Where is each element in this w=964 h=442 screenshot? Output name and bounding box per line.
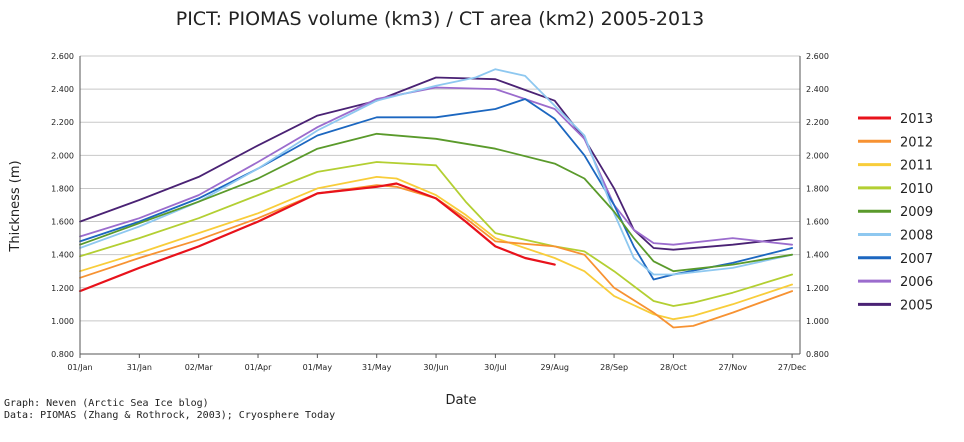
credit-line-graph: Graph: Neven (Arctic Sea Ice blog): [4, 398, 209, 409]
y-tick-label-right: 1.600: [806, 218, 829, 227]
y-tick-label-right: 1.400: [806, 251, 829, 260]
y-axis-title: Thickness (m): [8, 160, 23, 252]
x-tick-label: 31/Jan: [127, 363, 152, 372]
legend-label-2008: 2008: [900, 229, 933, 244]
axes: 0.800 0.800 1.000 1.000 1.200 1.200 1.400 1.400…: [51, 52, 829, 372]
x-tick-label: 01/Apr: [245, 363, 272, 372]
y-tick-label-left: 2.000: [51, 151, 74, 160]
series-line-2011: [79, 175, 793, 321]
legend-label-2006: 2006: [900, 275, 933, 290]
y-tick-label-left: 2.200: [51, 118, 74, 127]
x-axis-title: Date: [445, 393, 476, 408]
legend-label-2010: 2010: [900, 182, 933, 197]
y-tick-label-right: 2.600: [806, 52, 829, 61]
y-tick-label-right: 1.200: [806, 284, 829, 293]
series-line-2009: [79, 132, 793, 273]
x-tick-label: 27/Dec: [778, 363, 806, 372]
x-tick-label: 30/Jun: [423, 363, 448, 372]
y-tick-label-right: 2.200: [806, 118, 829, 127]
x-tick-label: 01/Jan: [67, 363, 92, 372]
y-tick-label-right: 2.400: [806, 85, 829, 94]
series-line-2013: [78, 182, 556, 293]
y-tick-label-left: 2.600: [51, 52, 74, 61]
series-line-2005: [79, 76, 793, 251]
y-tick-label-left: 1.200: [51, 284, 74, 293]
series-line-2012: [79, 184, 793, 329]
x-tick-label: 29/Aug: [540, 363, 569, 372]
y-tick-label-right: 0.800: [806, 350, 829, 359]
series-line-2010: [79, 161, 793, 307]
x-tick-label: 31/May: [362, 363, 392, 372]
series-line-2008: [79, 68, 793, 276]
y-tick-label-left: 1.600: [51, 218, 74, 227]
y-tick-label-left: 1.400: [51, 251, 74, 260]
y-tick-label-right: 1.000: [806, 317, 829, 326]
legend-label-2007: 2007: [900, 252, 933, 267]
y-tick-label-left: 1.000: [51, 317, 74, 326]
legend-label-2012: 2012: [900, 135, 933, 150]
x-tick-label: 27/Nov: [718, 363, 747, 372]
grid: [80, 55, 800, 355]
legend: 2013 2012 2011 2010 2009 2008 2007 2006 2005: [858, 112, 933, 313]
x-tick-label: 28/Oct: [660, 363, 687, 372]
x-tick-label: 01/May: [303, 363, 333, 372]
credit-line-data: Data: PIOMAS (Zhang & Rothrock, 2003); C…: [4, 410, 335, 421]
x-tick-label: 02/Mar: [185, 363, 214, 372]
y-tick-label-left: 1.800: [51, 184, 74, 193]
x-tick-label: 30/Jul: [484, 363, 507, 372]
legend-label-2005: 2005: [900, 298, 933, 313]
series-lines: [78, 68, 793, 329]
y-tick-label-left: 2.400: [51, 85, 74, 94]
legend-label-2009: 2009: [900, 205, 933, 220]
y-tick-label-right: 1.800: [806, 184, 829, 193]
series-line-2007: [79, 98, 793, 281]
legend-label-2013: 2013: [900, 112, 933, 127]
y-tick-label-right: 2.000: [806, 151, 829, 160]
y-tick-label-left: 0.800: [51, 350, 74, 359]
x-tick-label: 28/Sep: [600, 363, 628, 372]
chart-title: PICT: PIOMAS volume (km3) / CT area (km2…: [176, 8, 704, 30]
legend-label-2011: 2011: [900, 159, 933, 174]
